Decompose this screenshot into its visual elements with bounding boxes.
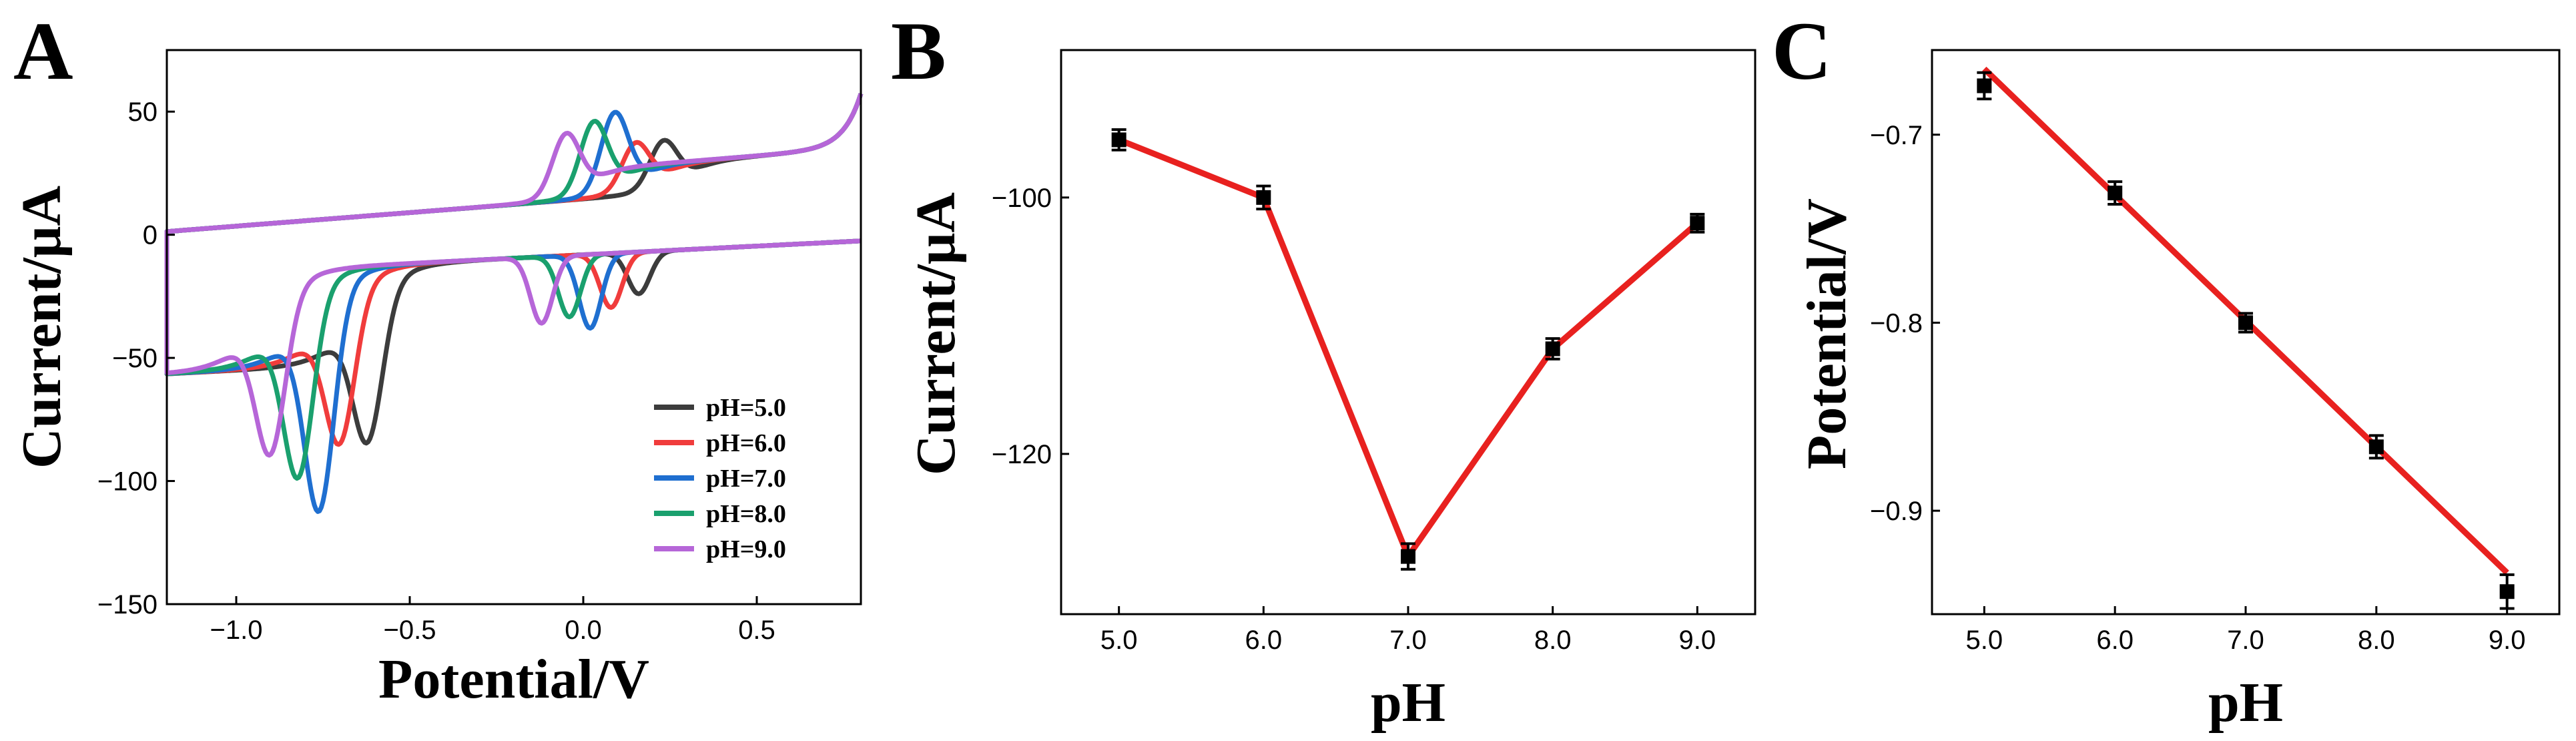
- panel-a-legend: pH=5.0 pH=6.0 pH=7.0 pH=8.0 pH=9.0: [654, 394, 786, 563]
- y-tick-label: −120: [992, 440, 1052, 469]
- panel-c-x-axis-title: pH: [2208, 672, 2283, 734]
- data-point: [2368, 439, 2384, 455]
- x-tick-label: 9.0: [1679, 626, 1716, 655]
- panel-a-frame: [166, 49, 862, 605]
- x-tick-label: 6.0: [2096, 626, 2134, 655]
- cv-curve-ph-5: [164, 93, 864, 446]
- legend-label: pH=8.0: [706, 500, 786, 528]
- x-tick-label: 0.5: [738, 615, 775, 645]
- data-point: [1401, 549, 1415, 564]
- data-point: [1690, 216, 1705, 231]
- data-point: [2238, 315, 2253, 330]
- y-tick-label: −0.9: [1870, 497, 1923, 526]
- cv-curve-ph-6: [164, 93, 864, 447]
- y-tick-label: −0.8: [1870, 308, 1923, 338]
- x-tick-label: 5.0: [1100, 626, 1138, 655]
- data-point: [1111, 132, 1126, 148]
- data-point: [1256, 190, 1271, 205]
- panel-b-y-axis-title: Current/μA: [905, 192, 967, 475]
- y-tick-label: 0: [143, 221, 157, 250]
- data-point: [1977, 78, 1992, 93]
- y-tick-label: −100: [992, 184, 1052, 213]
- data-point: [2499, 584, 2515, 599]
- x-tick-label: 7.0: [2227, 626, 2264, 655]
- y-tick-label: 50: [128, 97, 158, 127]
- panel-c-plot-area: [1977, 66, 2515, 610]
- panel-a-y-axis-title: Current/μA: [11, 186, 73, 469]
- panel-a-ticks: −1.0 −0.5 0.0 0.5 −150 −100 −50 0 50: [97, 97, 775, 645]
- legend-label: pH=6.0: [706, 429, 786, 457]
- x-tick-label: −1.0: [210, 615, 263, 645]
- panel-a-letter: A: [13, 5, 73, 97]
- panel-a-x-axis-title: Potential/V: [378, 648, 649, 710]
- panel-b-plot-area: [1111, 128, 1705, 571]
- legend-label: pH=7.0: [706, 465, 786, 493]
- data-point: [2108, 186, 2123, 201]
- y-tick-label: −150: [97, 590, 157, 620]
- legend-label: pH=9.0: [706, 535, 786, 563]
- x-tick-label: 6.0: [1245, 626, 1283, 655]
- x-tick-label: 5.0: [1966, 626, 2003, 655]
- x-tick-label: 8.0: [1534, 626, 1572, 655]
- x-tick-label: 0.0: [565, 615, 602, 645]
- panel-b: B 5.0 6.0 7.0 8.0 9.0 −120 −100 pH Current/μA: [891, 5, 1756, 734]
- panel-c-y-axis-title: Potential/V: [1796, 198, 1858, 469]
- data-point: [1545, 341, 1560, 356]
- legend-label: pH=5.0: [706, 394, 786, 422]
- y-tick-label: −50: [112, 344, 157, 373]
- panel-c-ticks: 5.0 6.0 7.0 8.0 9.0 −0.9 −0.8 −0.7: [1870, 121, 2525, 655]
- connecting-line: [1118, 137, 1700, 560]
- x-tick-label: −0.5: [384, 615, 436, 645]
- x-tick-label: 7.0: [1389, 626, 1427, 655]
- x-tick-label: 8.0: [2358, 626, 2395, 655]
- panel-a: A −1.0 −0.5 0.0 0.5 −150 −100 −50 0 50 Potential…: [11, 5, 864, 710]
- x-tick-label: 9.0: [2489, 626, 2526, 655]
- panel-b-letter: B: [891, 5, 946, 97]
- panel-c: C 5.0 6.0 7.0 8.0 9.0 −0.9 −0.8 −0.7 pH Potenti…: [1772, 5, 2561, 734]
- y-tick-label: −100: [97, 467, 157, 497]
- panel-b-frame: [1060, 49, 1756, 615]
- panel-b-ticks: 5.0 6.0 7.0 8.0 9.0 −120 −100: [992, 184, 1716, 655]
- y-tick-label: −0.7: [1870, 121, 1923, 150]
- panel-b-x-axis-title: pH: [1371, 672, 1445, 734]
- panel-c-letter: C: [1772, 5, 1832, 97]
